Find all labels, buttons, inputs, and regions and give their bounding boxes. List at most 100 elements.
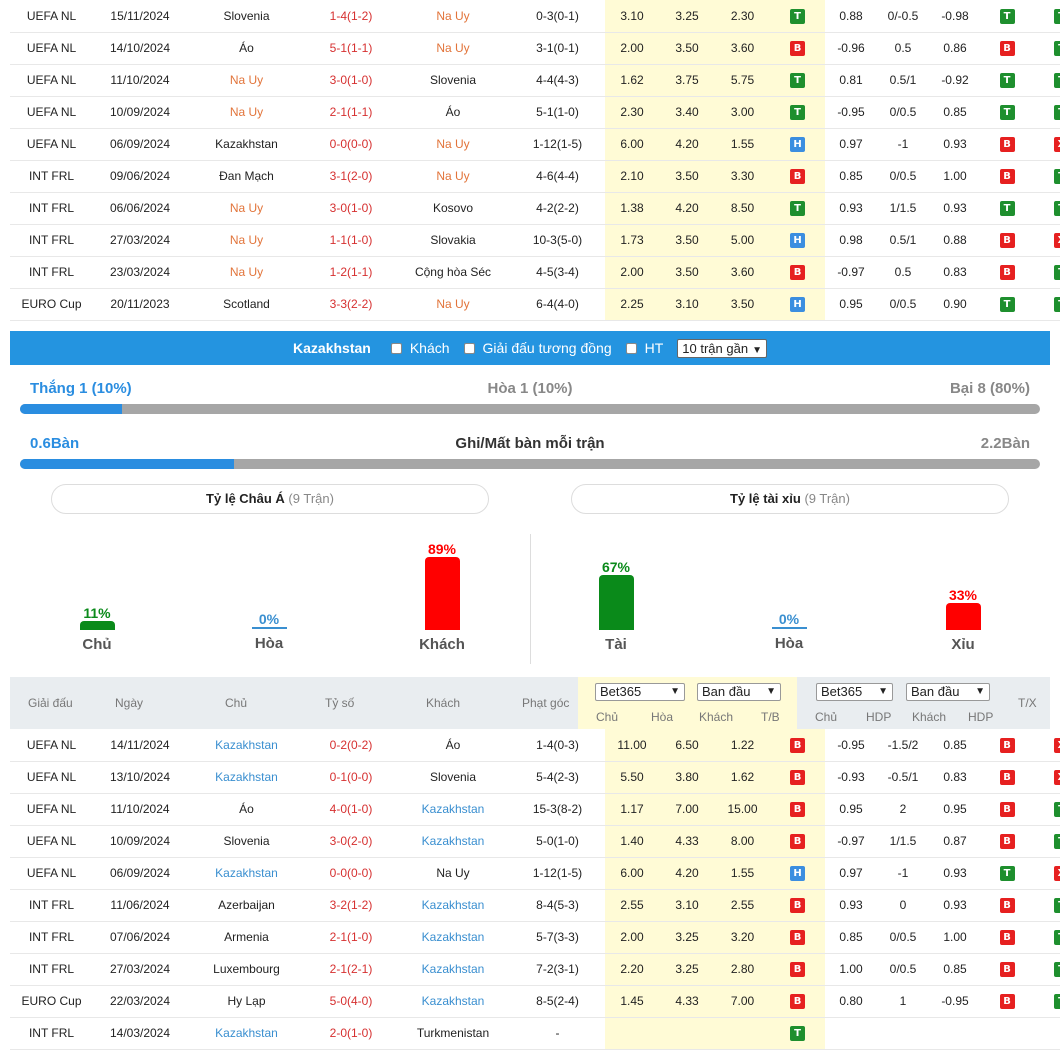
away-team-text[interactable]: Kazakhstan	[421, 930, 485, 944]
same-league-checkbox[interactable]	[463, 342, 475, 354]
away-team-text[interactable]: Na Uy	[436, 137, 470, 151]
away-team[interactable]: Na Uy	[396, 32, 510, 65]
home-team[interactable]: Slovenia	[187, 0, 306, 33]
home-team-text[interactable]: Na Uy	[229, 105, 264, 119]
away-team-text[interactable]: Na Uy	[436, 169, 470, 183]
away-team[interactable]: Kazakhstan	[396, 889, 510, 922]
away-team[interactable]: Na Uy	[396, 0, 510, 33]
home-team[interactable]: Azerbaijan	[187, 889, 306, 922]
home-team[interactable]: Scotland	[187, 288, 306, 321]
home-team-text[interactable]: Luxembourg	[213, 962, 280, 976]
home-team[interactable]: Kazakhstan	[187, 761, 306, 794]
away-team-text[interactable]: Kazakhstan	[421, 802, 485, 816]
away-team-text[interactable]: Kazakhstan	[421, 962, 485, 976]
away-team-text[interactable]: Turkmenistan	[416, 1026, 490, 1040]
home-team-text[interactable]: Azerbaijan	[218, 898, 275, 912]
odds-result: H	[770, 857, 825, 890]
home-team[interactable]: Luxembourg	[187, 953, 306, 986]
away-team[interactable]: Turkmenistan	[396, 1017, 510, 1050]
away-team[interactable]: Áo	[396, 729, 510, 762]
away-team[interactable]: Kazakhstan	[396, 921, 510, 954]
odds-away-text: 3.00	[730, 105, 755, 119]
odds-type-select-1[interactable]: Ban đầu ▼	[697, 683, 781, 701]
home-team-text[interactable]: Kazakhstan	[215, 137, 278, 151]
away-team-text[interactable]: Kazakhstan	[421, 994, 485, 1008]
away-team-text[interactable]: Cộng hòa Séc	[414, 265, 492, 279]
ht-checkbox[interactable]	[625, 342, 637, 354]
away-team-text[interactable]: Kazakhstan	[421, 834, 485, 848]
away-team-text[interactable]: Slovenia	[429, 73, 477, 87]
away-team-text[interactable]: Na Uy	[436, 297, 470, 311]
home-team-text[interactable]: Slovenia	[223, 834, 270, 848]
away-team[interactable]: Slovenia	[396, 761, 510, 794]
bookmaker-select-1[interactable]: Bet365 ▼	[595, 683, 685, 701]
away-team-text[interactable]: Kazakhstan	[421, 898, 485, 912]
asian-away-text: 0.93	[943, 898, 967, 912]
away-team[interactable]: Na Uy	[396, 288, 510, 321]
home-team[interactable]: Áo	[187, 32, 306, 65]
home-team[interactable]: Áo	[187, 793, 306, 826]
home-team-text[interactable]: Armenia	[224, 930, 269, 944]
away-team[interactable]: Kosovo	[396, 192, 510, 225]
bookmaker-select-2[interactable]: Bet365 ▼	[816, 683, 893, 701]
away-team-text[interactable]: Áo	[445, 737, 461, 752]
home-team[interactable]: Đan Mạch	[187, 160, 306, 193]
home-team[interactable]: Na Uy	[187, 64, 306, 97]
home-team[interactable]: Armenia	[187, 921, 306, 954]
home-team[interactable]: Na Uy	[187, 224, 306, 257]
ou-result-badge: T	[1054, 73, 1060, 88]
away-team[interactable]: Na Uy	[396, 160, 510, 193]
home-team-text[interactable]: Na Uy	[229, 73, 264, 87]
away-team[interactable]: Kazakhstan	[396, 953, 510, 986]
away-team-text[interactable]: Na Uy	[436, 866, 470, 880]
home-team-text[interactable]: Áo	[239, 802, 254, 816]
away-team-text[interactable]: Slovakia	[430, 233, 476, 247]
home-team-text[interactable]: Áo	[239, 41, 254, 55]
home-team-text[interactable]: Đan Mạch	[219, 169, 274, 183]
home-team-text[interactable]: Kazakhstan	[215, 1026, 278, 1040]
away-team[interactable]: Kazakhstan	[396, 985, 510, 1018]
home-team[interactable]: Na Uy	[187, 96, 306, 129]
home-team-text[interactable]: Hy Lạp	[227, 994, 266, 1008]
home-team-text[interactable]: Scotland	[223, 297, 270, 311]
away-team-text[interactable]: Áo	[445, 105, 461, 119]
home-team-text[interactable]: Na Uy	[229, 201, 264, 215]
away-team-text[interactable]: Slovenia	[429, 770, 477, 784]
away-checkbox-label[interactable]: Khách	[409, 340, 450, 356]
home-team-text[interactable]: Kazakhstan	[215, 770, 278, 784]
same-league-checkbox-label[interactable]: Giải đấu tương đồng	[482, 340, 612, 356]
home-team[interactable]: Kazakhstan	[187, 729, 306, 762]
away-team[interactable]: Slovakia	[396, 224, 510, 257]
home-team[interactable]: Na Uy	[187, 192, 306, 225]
away-team[interactable]: Cộng hòa Séc	[396, 256, 510, 289]
odds-result-badge: T	[790, 73, 805, 88]
corner-score: -	[510, 1017, 605, 1050]
home-team[interactable]: Na Uy	[187, 256, 306, 289]
home-team[interactable]: Kazakhstan	[187, 1017, 306, 1050]
away-team[interactable]: Áo	[396, 96, 510, 129]
ou-bar	[771, 627, 807, 629]
home-team[interactable]: Slovenia	[187, 825, 306, 858]
home-team-text[interactable]: Na Uy	[229, 265, 264, 279]
home-team-text[interactable]: Slovenia	[223, 8, 270, 23]
home-team[interactable]: Kazakhstan	[187, 857, 306, 890]
away-team-text[interactable]: Kosovo	[432, 201, 474, 215]
home-team-text[interactable]: Na Uy	[229, 233, 264, 247]
away-team[interactable]: Kazakhstan	[396, 793, 510, 826]
home-team[interactable]: Hy Lạp	[187, 985, 306, 1018]
home-team-text[interactable]: Kazakhstan	[215, 866, 278, 880]
ht-checkbox-label[interactable]: HT	[644, 340, 664, 356]
away-team[interactable]: Na Uy	[396, 857, 510, 890]
home-team[interactable]: Kazakhstan	[187, 128, 306, 161]
match-count-select[interactable]: 10 trận gần ▼	[677, 338, 767, 358]
away-team[interactable]: Kazakhstan	[396, 825, 510, 858]
odds-away: 1.55	[715, 857, 770, 890]
away-checkbox[interactable]	[390, 342, 402, 354]
away-team[interactable]: Slovenia	[396, 64, 510, 97]
away-team-text[interactable]: Na Uy	[436, 41, 470, 55]
away-team[interactable]: Na Uy	[396, 128, 510, 161]
home-team-text[interactable]: Kazakhstan	[215, 737, 278, 752]
hdp-result: B	[981, 224, 1033, 257]
away-team-text[interactable]: Na Uy	[436, 8, 470, 23]
odds-type-select-2[interactable]: Ban đầu ▼	[906, 683, 990, 701]
